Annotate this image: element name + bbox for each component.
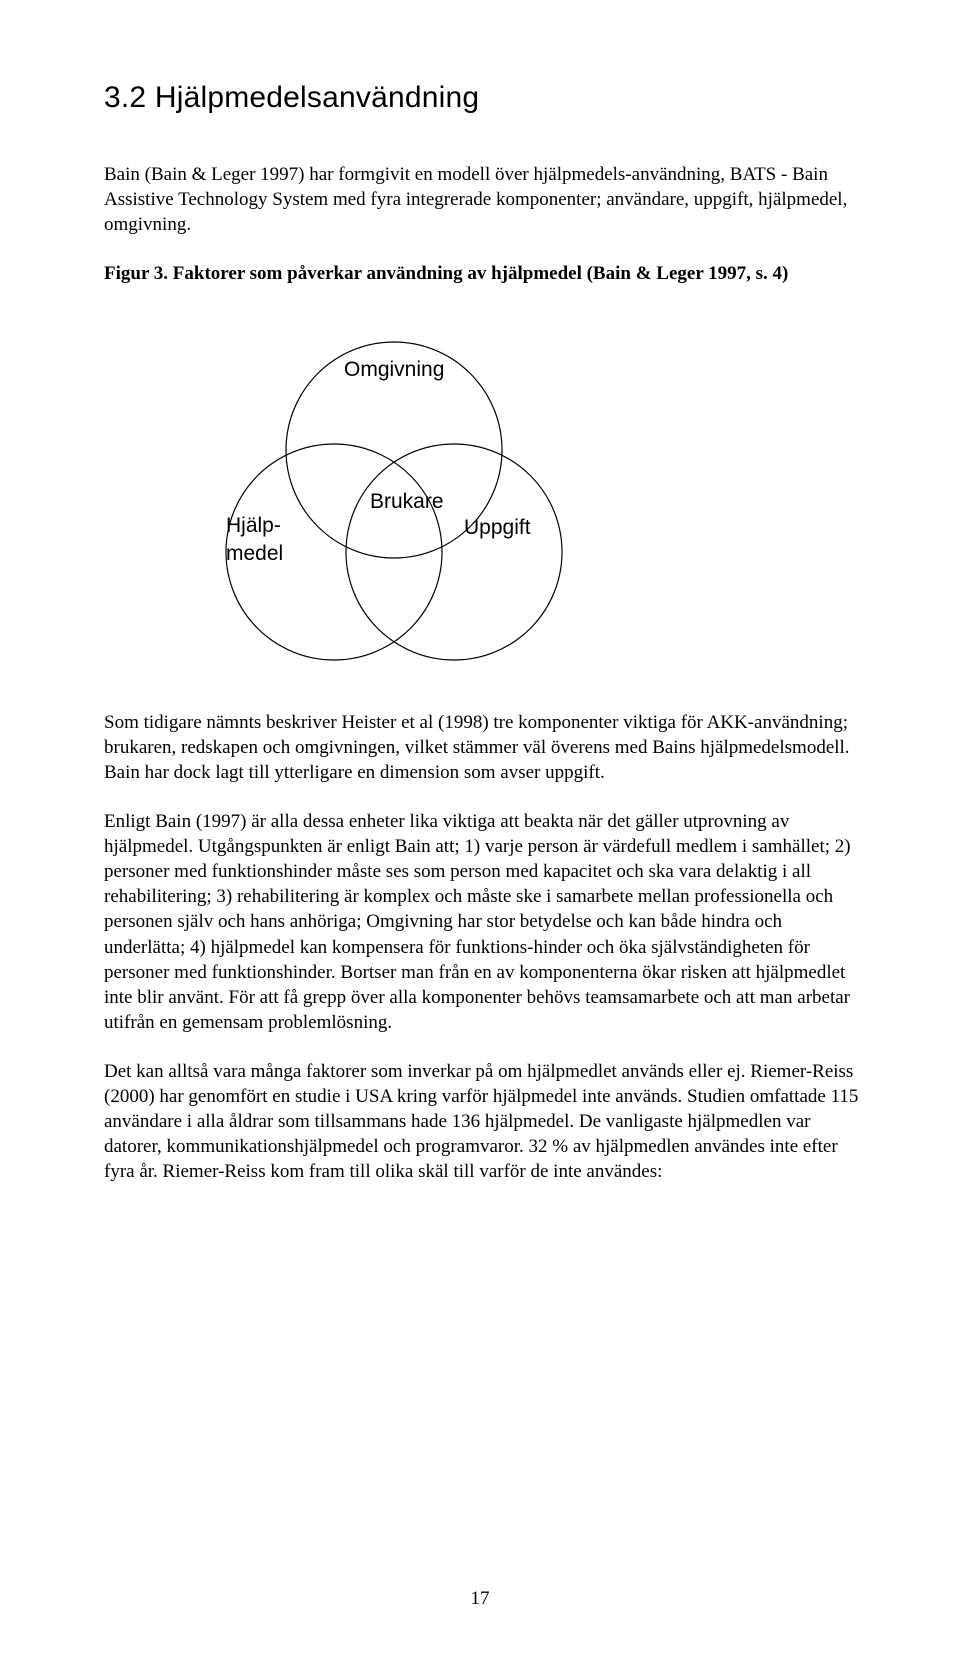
page-container: 3.2 Hjälpmedelsanvändning Bain (Bain & L… xyxy=(0,0,960,1665)
venn-label-hjalpmedel: Hjälp- medel xyxy=(226,512,283,567)
venn-label-omgivning: Omgivning xyxy=(344,356,444,384)
venn-diagram: Omgivning Hjälp- medel Brukare Uppgift xyxy=(184,320,604,680)
body-paragraph-1: Som tidigare nämnts beskriver Heister et… xyxy=(104,710,864,785)
figure-caption: Figur 3. Faktorer som påverkar användnin… xyxy=(104,261,864,286)
body-paragraph-2: Enligt Bain (1997) är alla dessa enheter… xyxy=(104,809,864,1035)
body-paragraph-3: Det kan alltså vara många faktorer som i… xyxy=(104,1059,864,1184)
venn-label-brukare: Brukare xyxy=(370,488,444,516)
section-heading: 3.2 Hjälpmedelsanvändning xyxy=(104,78,864,118)
venn-circle-right xyxy=(346,444,562,660)
intro-paragraph: Bain (Bain & Leger 1997) har formgivit e… xyxy=(104,162,864,237)
page-number: 17 xyxy=(0,1586,960,1611)
venn-label-uppgift: Uppgift xyxy=(464,514,531,542)
